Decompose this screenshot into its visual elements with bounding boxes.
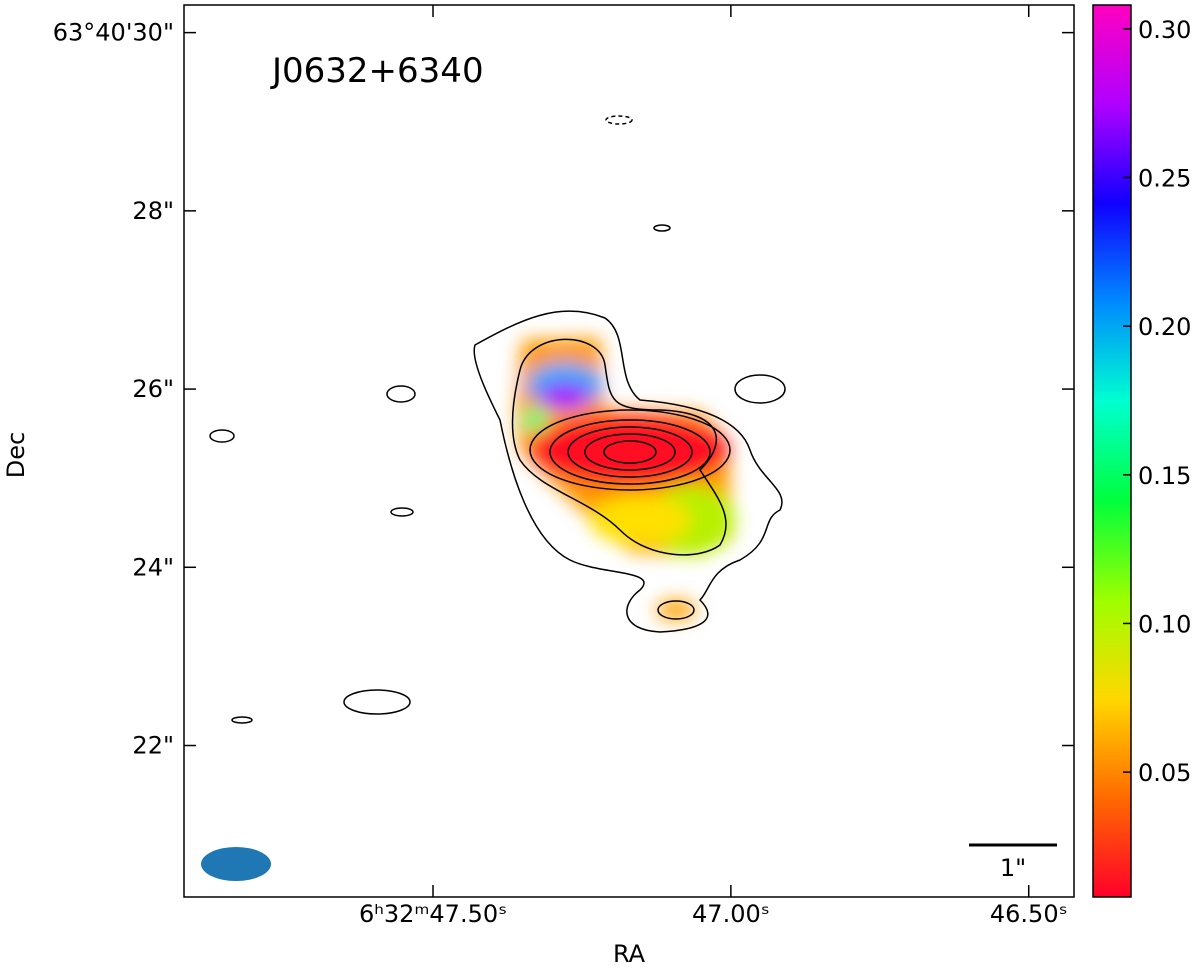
y-tick-label: 63°40'30" <box>53 19 174 47</box>
x-tick-label: 46.50ˢ <box>990 900 1068 928</box>
x-axis-label: RA <box>613 940 646 968</box>
beam <box>201 847 271 881</box>
colorbar-tick-label: 0.10 <box>1138 610 1191 638</box>
y-tick-label: 24" <box>132 553 174 581</box>
x-tick-label: 47.00ˢ <box>692 900 770 928</box>
y-tick-label: 22" <box>132 732 174 760</box>
chart-title: J0632+6340 <box>270 51 484 91</box>
y-tick-label: 28" <box>132 197 174 225</box>
colorbar-tick-label: 0.20 <box>1138 313 1191 341</box>
colorbar-tick-label: 0.25 <box>1138 164 1191 192</box>
scale-bar-label: 1" <box>1000 854 1026 882</box>
colorbar-tick-label: 0.05 <box>1138 759 1191 787</box>
contours <box>209 115 786 724</box>
emission-image <box>515 338 735 620</box>
y-axis-label: Dec <box>2 432 30 478</box>
plot-frame <box>183 4 1075 898</box>
colorbar <box>1092 4 1132 898</box>
x-tick-label: 6ʰ32ᵐ47.50ˢ <box>359 900 507 928</box>
colorbar-tick-label: 0.30 <box>1138 16 1191 44</box>
y-tick-label: 26" <box>132 375 174 403</box>
colorbar-tick-label: 0.15 <box>1138 462 1191 490</box>
